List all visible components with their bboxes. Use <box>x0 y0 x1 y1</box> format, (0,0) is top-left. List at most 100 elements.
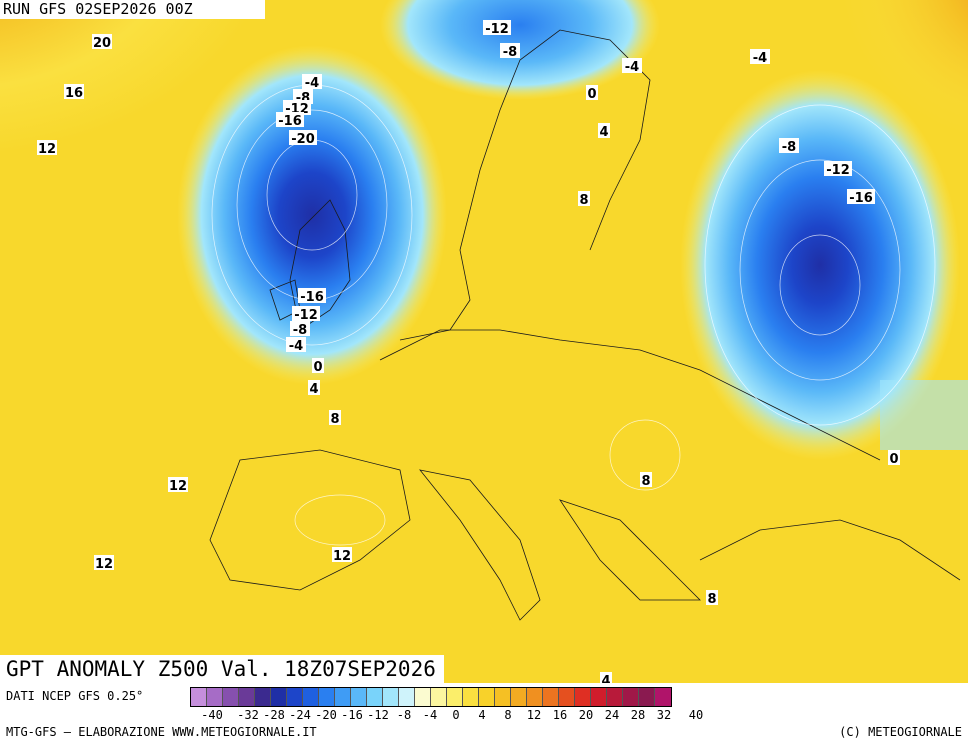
contour-label: -12 <box>292 306 320 323</box>
scale-swatch <box>463 688 479 706</box>
scale-tick-label: -12 <box>367 708 389 722</box>
scale-swatch <box>527 688 543 706</box>
svg-text:-8: -8 <box>293 323 307 338</box>
scale-tick-label: 40 <box>688 708 704 722</box>
contour-label: -8 <box>500 43 520 60</box>
scale-swatch <box>447 688 463 706</box>
scale-swatch <box>255 688 271 706</box>
contour-label: 12 <box>168 477 188 494</box>
scale-swatch <box>623 688 639 706</box>
contour-label: 8 <box>578 191 590 208</box>
contour-label: -4 <box>302 74 322 91</box>
scale-tick-label: -4 <box>422 708 438 722</box>
scale-swatch <box>319 688 335 706</box>
color-scale-labels: -40 -32 -28 -24 -20 -16 -12 -8 -4 0 4 8 12 16 20 24 28 32… <box>190 708 966 722</box>
contour-label: 20 <box>92 34 112 51</box>
contour-label: -16 <box>847 189 875 206</box>
low-uk <box>177 45 447 385</box>
contour-label: 0 <box>586 85 598 102</box>
contour-label: -12 <box>824 161 852 178</box>
scale-tick-label: -20 <box>315 708 337 722</box>
scale-swatch <box>511 688 527 706</box>
contour-label: 12 <box>37 140 57 157</box>
contour-label: -16 <box>276 112 304 129</box>
scale-swatch <box>543 688 559 706</box>
contour-label: -4 <box>622 58 642 75</box>
contour-label: 4 <box>598 123 610 140</box>
contour-label: -4 <box>286 337 306 354</box>
scale-swatch <box>655 688 671 706</box>
svg-text:12: 12 <box>38 142 56 157</box>
scale-swatch <box>287 688 303 706</box>
contour-label: 16 <box>64 84 84 101</box>
low-russia <box>680 70 960 460</box>
scale-swatch <box>431 688 447 706</box>
footer: DATI NCEP GFS 0.25° -40 -32 -28 -24 -20 -16 -1… <box>0 683 968 745</box>
scale-swatch <box>223 688 239 706</box>
scale-swatch <box>351 688 367 706</box>
contour-label: 8 <box>640 472 652 489</box>
svg-text:20: 20 <box>93 36 111 51</box>
scale-swatch <box>191 688 207 706</box>
scale-swatch <box>495 688 511 706</box>
scale-tick-label: 8 <box>504 708 512 722</box>
scale-swatch <box>207 688 223 706</box>
svg-text:-4: -4 <box>753 51 767 66</box>
credits-right: (C) METEOGIORNALE <box>839 725 962 739</box>
scale-swatch <box>383 688 399 706</box>
contour-label: 8 <box>706 590 718 607</box>
svg-text:-8: -8 <box>782 140 796 155</box>
scale-tick-label: 20 <box>578 708 594 722</box>
scale-swatch <box>303 688 319 706</box>
scale-tick-label: 24 <box>604 708 620 722</box>
contour-label: 8 <box>329 410 341 427</box>
scale-swatch <box>271 688 287 706</box>
scale-tick-label: 28 <box>630 708 646 722</box>
svg-text:8: 8 <box>641 474 650 489</box>
scale-swatch <box>591 688 607 706</box>
scale-tick-label: -40 <box>201 708 223 722</box>
scale-tick-label: 12 <box>526 708 542 722</box>
contour-label: -8 <box>779 138 799 155</box>
scale-swatch <box>639 688 655 706</box>
scale-tick-label: 32 <box>656 708 672 722</box>
scale-tick-label: -8 <box>396 708 412 722</box>
scale-tick-label: 0 <box>452 708 460 722</box>
svg-text:8: 8 <box>330 412 339 427</box>
scale-swatch <box>335 688 351 706</box>
contour-label: -16 <box>298 288 326 305</box>
scale-tick-label: 4 <box>478 708 486 722</box>
svg-text:12: 12 <box>95 557 113 572</box>
credits-left: MTG-GFS — ELABORAZIONE WWW.METEOGIORNALE… <box>6 725 317 739</box>
svg-text:-16: -16 <box>278 114 302 129</box>
run-label: RUN GFS 02SEP2026 00Z <box>0 0 265 19</box>
svg-text:4: 4 <box>309 382 318 397</box>
anomaly-map: 201612-4-8-12-16-20-16-12-8-4048-12-8-40… <box>0 0 968 683</box>
scale-swatch <box>239 688 255 706</box>
contour-label: -8 <box>290 321 310 338</box>
contour-label: -20 <box>289 130 317 147</box>
scale-tick-label: -24 <box>289 708 311 722</box>
svg-text:4: 4 <box>601 674 610 683</box>
contour-label: 0 <box>888 450 900 467</box>
scale-tick-label: 16 <box>552 708 568 722</box>
scale-swatch <box>607 688 623 706</box>
svg-text:-12: -12 <box>294 308 318 323</box>
svg-text:-16: -16 <box>300 290 324 305</box>
low-east-fringe <box>880 380 968 450</box>
svg-text:8: 8 <box>707 592 716 607</box>
scale-swatch <box>575 688 591 706</box>
svg-text:12: 12 <box>169 479 187 494</box>
contour-label: 12 <box>332 547 352 564</box>
svg-text:-8: -8 <box>503 45 517 60</box>
contour-label: -4 <box>750 49 770 66</box>
contour-label: -12 <box>483 20 511 37</box>
scale-tick-label: -16 <box>341 708 363 722</box>
scale-swatch <box>559 688 575 706</box>
svg-text:-4: -4 <box>625 60 639 75</box>
scale-tick-label: -28 <box>263 708 285 722</box>
svg-text:12: 12 <box>333 549 351 564</box>
svg-text:-12: -12 <box>485 22 509 37</box>
svg-text:-4: -4 <box>305 76 319 91</box>
scale-swatch <box>415 688 431 706</box>
